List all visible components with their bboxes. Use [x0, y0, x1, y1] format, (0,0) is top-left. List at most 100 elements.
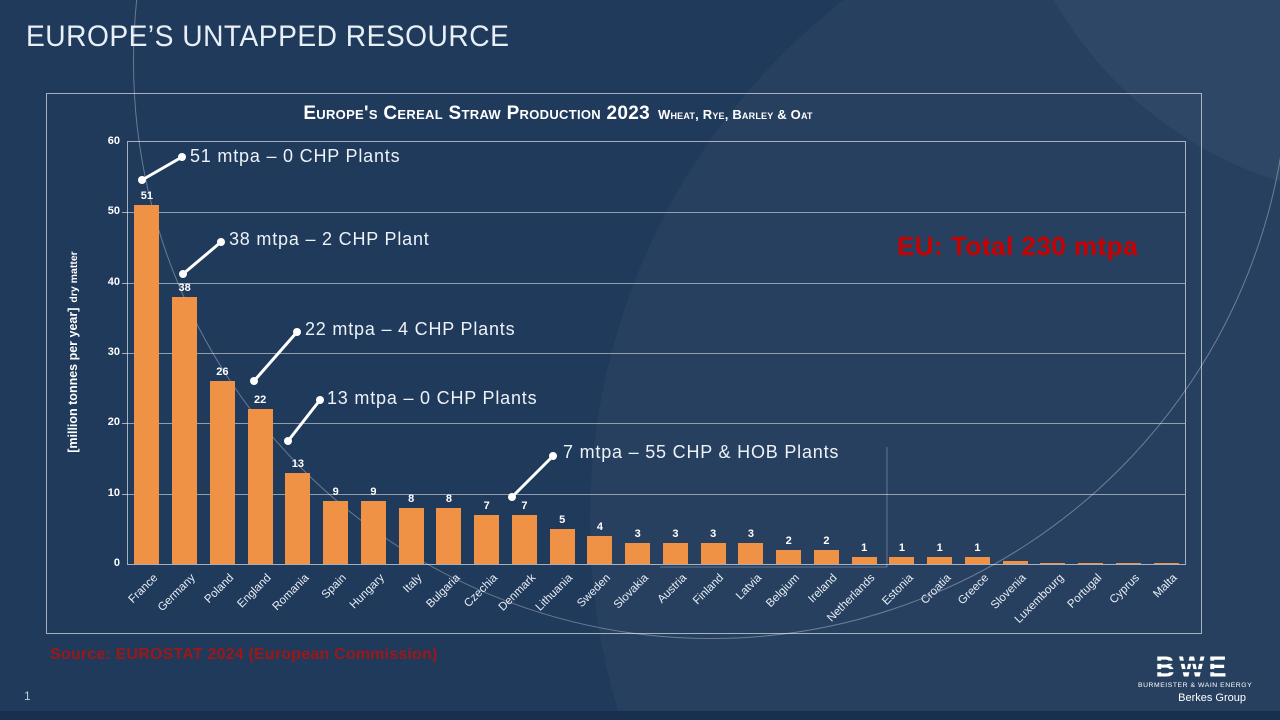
bar-france	[134, 205, 160, 564]
bar-czechia	[474, 514, 500, 564]
chart-title-subtitle: Wheat, Rye, Barley & Oat	[658, 107, 813, 122]
bar-value-label: 1	[936, 541, 943, 554]
y-tick-mark	[122, 423, 128, 425]
annotation-label: 22 mtpa – 4 CHP Plants	[305, 319, 516, 339]
logo-group-name: Berkes Group	[1178, 692, 1246, 704]
x-axis-label: Malta	[1151, 572, 1180, 601]
y-tick-mark	[122, 282, 128, 284]
x-axis-label: France	[126, 572, 161, 606]
bar-netherlands	[851, 556, 877, 564]
plot-area: 0 10 20 30 40 50 60 51 France 38 Germany 26 Poland 22…	[108, 135, 1186, 626]
bar-value-label: 8	[445, 492, 452, 505]
bar-latvia	[738, 542, 764, 564]
bar-lithuania	[549, 528, 575, 564]
logo-stripe	[1153, 669, 1232, 672]
y-tick-label: 40	[107, 275, 120, 288]
bar-value-label: 38	[178, 281, 191, 294]
x-axis-label: Austria	[655, 572, 689, 606]
y-tick-label: 30	[107, 346, 120, 358]
bar-portugal	[1078, 563, 1104, 564]
page-number: 1	[24, 689, 31, 703]
x-axis-label: Portugal	[1065, 572, 1105, 611]
bwe-logo: BWE BURMEISTER & WAIN ENERGY Berkes Grou…	[1138, 651, 1253, 704]
bar-value-label: 13	[291, 457, 304, 470]
bwe-logo-mark: BWE	[1153, 651, 1232, 683]
x-axis-label: Croatia	[918, 572, 954, 607]
logo-stripe	[1153, 660, 1232, 664]
bar-sweden	[587, 535, 613, 564]
annotation-label: 7 mtpa – 55 CHP & HOB Plants	[563, 442, 840, 462]
x-axis-label: Germany	[156, 572, 199, 614]
bar-malta	[1153, 563, 1179, 564]
bar-value-label: 3	[672, 527, 679, 540]
bar-hungary	[360, 500, 386, 564]
bar-spain	[323, 500, 349, 564]
x-axis-label: Cyprus	[1107, 572, 1142, 607]
bar-luxembourg	[1040, 562, 1066, 564]
bar-germany	[172, 296, 198, 564]
y-tick-label: 10	[107, 486, 120, 499]
x-axis-label: Finland	[691, 572, 727, 608]
x-axis-label: Romania	[270, 572, 312, 614]
bar-value-label: 51	[140, 190, 153, 203]
bar-croatia	[927, 556, 953, 564]
bottom-strip	[0, 711, 1280, 720]
bar-austria	[662, 542, 688, 564]
bar-bulgaria	[436, 507, 462, 564]
x-axis-label: Spain	[319, 572, 350, 602]
bar-value-label: 3	[710, 527, 717, 540]
x-axis-label: Sweden	[575, 572, 614, 610]
x-axis-label: Bulgaria	[424, 572, 463, 611]
x-axis-label: Ireland	[806, 572, 840, 606]
bar-cyprus	[1115, 563, 1141, 564]
bar-value-label: 1	[898, 541, 905, 554]
x-axis-label: Poland	[202, 572, 236, 606]
bar-value-label: 7	[483, 499, 490, 512]
y-tick-label: 20	[107, 416, 120, 429]
x-axis-label: Latvia	[734, 572, 765, 603]
annotation-label: 51 mtpa – 0 CHP Plants	[190, 146, 401, 166]
y-tick-mark	[122, 212, 128, 214]
eu-total-callout: EU: Total 230 mtpa	[897, 231, 1139, 261]
bar-value-label: 26	[216, 366, 229, 379]
bar-ireland	[813, 549, 839, 564]
bar-value-label: 1	[974, 541, 981, 554]
gridline-30	[128, 353, 1185, 354]
x-axis-label: England	[235, 572, 274, 611]
chart-title-main: Europe's Cereal Straw Production 2023	[303, 103, 650, 124]
x-axis-label: Belgium	[764, 572, 803, 610]
gridline-40	[128, 282, 1185, 284]
bar-romania	[285, 472, 311, 564]
bar-value-label: 3	[634, 527, 641, 540]
bar-value-label: 7	[521, 499, 528, 512]
x-axis-label: Denmark	[496, 572, 538, 614]
x-axis-label: Slovakia	[611, 572, 652, 612]
bar-value-label: 22	[254, 394, 267, 407]
gridline-20	[128, 423, 1185, 425]
bar-value-label: 4	[596, 520, 603, 533]
bar-value-label: 3	[747, 527, 754, 540]
bar-value-label: 1	[861, 541, 868, 554]
chart-frame: Europe's Cereal Straw Production 2023 Whe…	[46, 93, 1202, 634]
source-note: Source: EUROSTAT 2024 (European Commissi…	[50, 646, 438, 663]
annotation-label: 13 mtpa – 0 CHP Plants	[327, 388, 538, 408]
bar-greece	[964, 556, 990, 564]
y-axis-title: [million tonnes per year]dry matter	[66, 251, 80, 453]
logo-company-name: BURMEISTER & WAIN ENERGY	[1138, 682, 1253, 689]
bar-slovakia	[625, 542, 651, 564]
bar-slovenia	[1002, 561, 1028, 564]
y-tick-label: 50	[107, 205, 120, 218]
bar-finland	[700, 542, 726, 564]
gridline-50	[128, 212, 1185, 214]
y-tick-mark	[122, 493, 128, 495]
bar-belgium	[776, 549, 802, 564]
x-axis-label: Italy	[401, 572, 425, 596]
bar-value-label: 8	[408, 492, 415, 505]
chart-title: Europe's Cereal Straw Production 2023 Whe…	[47, 103, 1069, 125]
bar-value-label: 9	[370, 485, 377, 498]
bar-estonia	[889, 556, 915, 564]
bar-denmark	[511, 514, 537, 564]
bar-value-label: 5	[559, 513, 566, 526]
x-axis-label: Lithuania	[534, 572, 576, 614]
